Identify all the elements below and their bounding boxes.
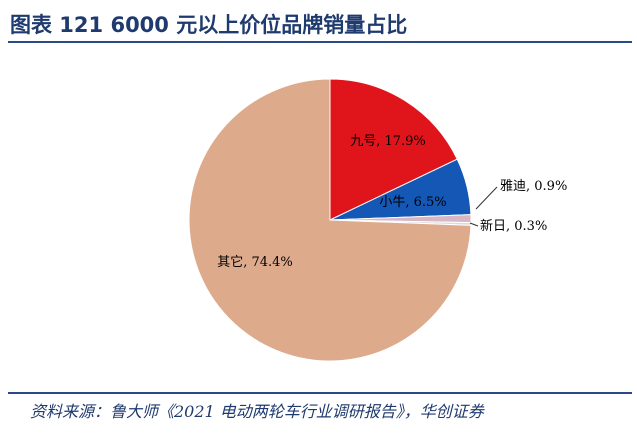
source-note: 资料来源：鲁大师《2021 电动两轮车行业调研报告》，华创证券 [30, 402, 484, 421]
pie-slices [188, 78, 472, 362]
slice-label-3: 新日, 0.3% [480, 218, 547, 234]
figure-title: 图表 121 6000 元以上价位品牌销量占比 [10, 13, 408, 37]
leader-line-3 [469, 222, 479, 227]
leader-lines [469, 186, 498, 227]
pie-slice-0 [329, 78, 458, 221]
slice-label-4: 其它, 74.4% [217, 254, 293, 270]
title-divider [8, 41, 632, 43]
leader-line-2 [475, 186, 498, 210]
source-divider [8, 392, 632, 394]
slice-label-0: 九号, 17.9% [350, 134, 426, 149]
slice-labels: 九号, 17.9% 小牛, 6.5% 雅迪, 0.9% 新日, 0.3% 其它, 74.… [217, 134, 567, 270]
slice-label-2: 雅迪, 0.9% [500, 179, 567, 194]
pie-slice-4 [188, 78, 472, 362]
slice-label-1: 小牛, 6.5% [379, 195, 446, 210]
